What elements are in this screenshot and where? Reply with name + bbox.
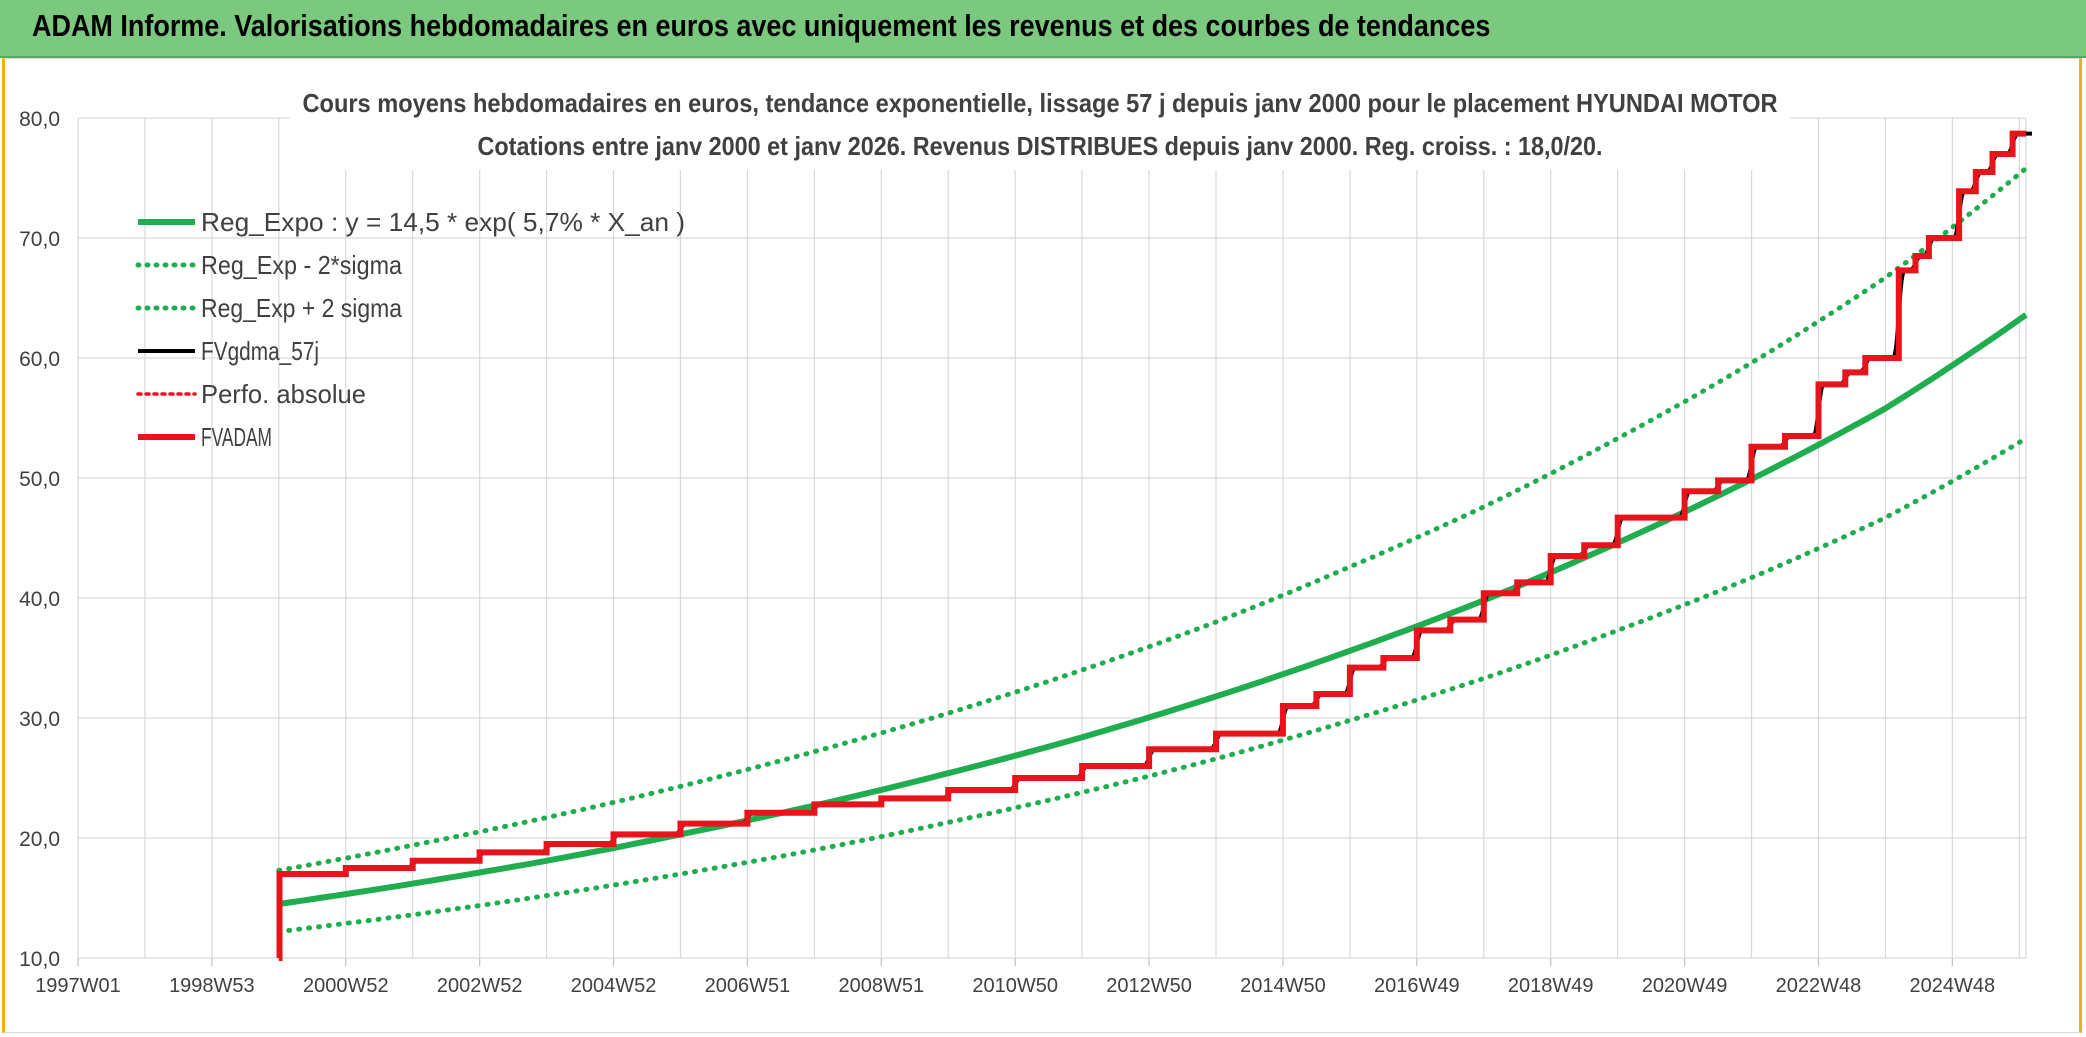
chart-title-background [290,82,1790,170]
x-tick-label: 2006W51 [705,975,791,997]
x-tick-label: 2022W48 [1776,975,1862,997]
chart-grid [77,117,2027,966]
chart-title-line1: Cours moyens hebdomadaires en euros, ten… [303,88,1778,118]
report-banner: ADAM Informe. Valorisations hebdomadaire… [0,0,2086,58]
chart-series [276,130,2032,961]
x-tick-label: 2002W52 [437,975,523,997]
series-reg-minus-2sigma [276,435,2029,935]
chart-legend: Reg_Expo : y = 14,5 * exp( 5,7% * X_an )… [135,207,685,452]
x-axis-labels: 1997W01 1998W53 2000W52 2002W52 2004W52 2006W… [35,975,1995,997]
chart-frame [2,58,2082,1033]
y-tick-label: 50,0 [19,468,60,491]
report-title: ADAM Informe. Valorisations hebdomadaire… [32,8,1491,43]
y-tick-label: 80,0 [19,108,60,131]
series-reg-plus-2sigma [276,165,2029,873]
x-tick-label: 2010W50 [972,975,1058,997]
y-tick-label: 40,0 [19,588,60,611]
y-tick-label: 20,0 [19,828,60,851]
x-tick-label: 1997W01 [35,975,121,997]
x-tick-label: 2012W50 [1106,975,1192,997]
legend-label: FVgdma_57j [201,336,319,366]
chart-title-line2: Cotations entre janv 2000 et janv 2026. … [478,131,1603,161]
legend-label: Perfo. absolue [201,379,366,409]
x-tick-label: 2000W52 [303,975,389,997]
series-reg-expo [278,312,2028,907]
legend-label: Reg_Exp + 2 sigma [201,293,402,323]
x-tick-label: 2008W51 [838,975,924,997]
x-tick-label: 1998W53 [169,975,255,997]
y-tick-label: 30,0 [19,708,60,731]
x-tick-label: 2020W49 [1642,975,1728,997]
x-tick-label: 2018W49 [1508,975,1594,997]
legend-label: Reg_Exp - 2*sigma [201,250,402,280]
series-fvgdma-57j [279,131,2032,876]
x-tick-label: 2004W52 [571,975,657,997]
x-tick-label: 2016W49 [1374,975,1460,997]
legend-label: Reg_Expo : y = 14,5 * exp( 5,7% * X_an ) [201,207,685,237]
x-tick-label: 2024W48 [1910,975,1996,997]
chart-title-box [290,82,1790,170]
x-tick-label: 2014W50 [1240,975,1326,997]
y-tick-label: 60,0 [19,348,60,371]
y-tick-label: 70,0 [19,228,60,251]
y-axis-labels: 10,0 20,0 30,0 40,0 50,0 60,0 70,0 80,0 [19,108,60,971]
y-tick-label: 10,0 [19,948,60,971]
legend-label: FVADAM [201,422,272,452]
series-fvadam [276,130,2026,961]
